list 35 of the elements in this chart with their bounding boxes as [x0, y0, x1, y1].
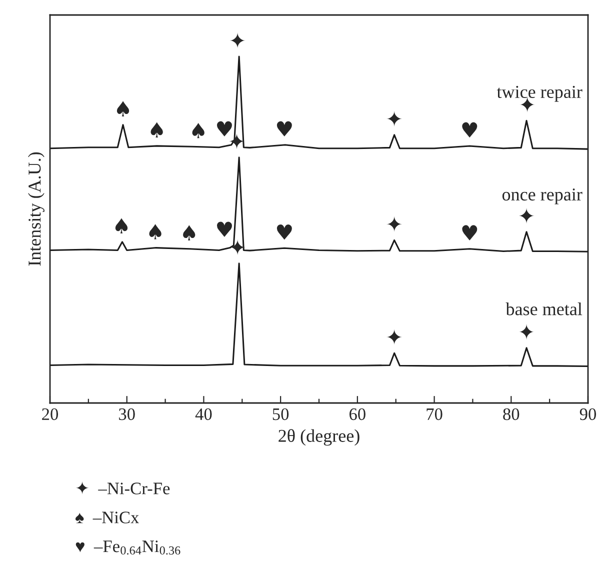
x-tick-label: 30 — [119, 408, 135, 420]
x-axis-title: 2θ (degree) — [278, 429, 360, 446]
text: ♥ –Fe$_{0.64}$Ni$_{0.36}$ — [76, 540, 180, 555]
x-tick-label: 50 — [272, 408, 289, 420]
annotation: ♠ — [115, 218, 128, 234]
annotation: ✦ — [519, 96, 536, 112]
x-tick-label: 80 — [503, 408, 520, 420]
annotation: ♠ — [149, 224, 162, 240]
text: ♠ –NiCx — [76, 512, 139, 524]
text: once repair — [502, 188, 582, 204]
x-tick-label: 90 — [580, 408, 596, 420]
annotation: ✦ — [230, 32, 246, 48]
annotation: ♥ — [462, 225, 478, 240]
annotation: ✦ — [518, 208, 534, 224]
annotation: ♠ — [116, 101, 130, 116]
y-axis-title: Intensity (A.U.) — [28, 152, 44, 266]
text: ✦ –Ni-Cr-Fe — [76, 481, 170, 494]
annotation: ♠ — [150, 122, 163, 138]
annotation: ♥ — [216, 222, 232, 237]
annotation: ✦ — [230, 239, 246, 256]
annotation: ✦ — [518, 324, 534, 340]
x-tick-label: 70 — [426, 408, 442, 420]
annotation: ♥ — [276, 121, 292, 136]
annotation: ✦ — [386, 329, 402, 345]
text: base metal — [506, 302, 582, 316]
annotation: ♥ — [462, 122, 478, 138]
x-tick-label: 20 — [42, 408, 58, 420]
annotation: ♠ — [183, 225, 196, 240]
annotation: ♥ — [216, 121, 232, 136]
annotation: ♥ — [276, 224, 292, 240]
annotation: ✦ — [386, 110, 402, 127]
x-tick-label: 40 — [195, 408, 212, 420]
annotation: ♠ — [192, 122, 204, 138]
annotation: ✦ — [386, 216, 402, 232]
x-tick-label: 60 — [349, 408, 366, 420]
